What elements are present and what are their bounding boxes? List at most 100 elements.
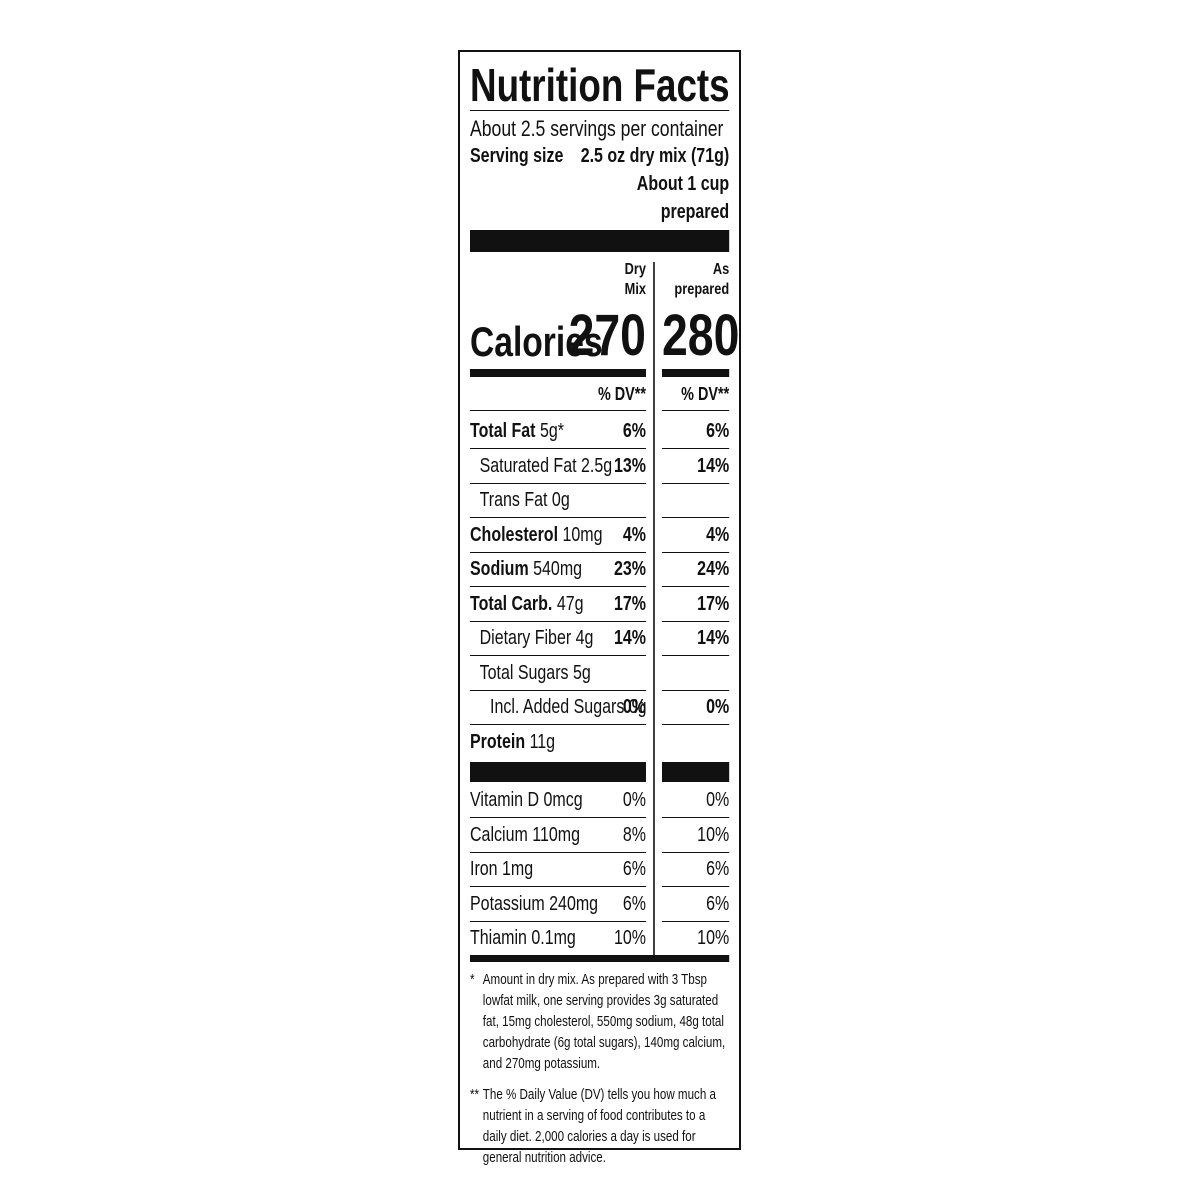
nutrient-name-cell: Thiamin 0.1mg (470, 921, 576, 955)
nutrient-amount: 5g* (539, 420, 564, 442)
nutrient-name-cell: Incl. Added Sugars 0g (490, 690, 647, 724)
row-rule (662, 920, 730, 922)
row-rule (470, 620, 646, 622)
daily-value: 24% (697, 558, 730, 580)
daily-value: 17% (697, 592, 730, 615)
nutrient-amount: 240mg (549, 892, 599, 915)
daily-value: 13% (613, 454, 646, 477)
daily-value: 6% (706, 420, 730, 442)
nutrient-amount: 5g (572, 661, 591, 684)
nutrient-amount: 11g (529, 730, 556, 753)
daily-value: 4% (622, 523, 646, 546)
nutrient-amount: 0g (551, 489, 570, 511)
nutrient-amount: 1mg (502, 858, 534, 880)
nutrient-name: Iron (470, 858, 498, 880)
row-rule (470, 724, 646, 725)
nutrient-name: Total Fat (470, 420, 536, 442)
footnote-text: Amount in dry mix. As prepared with 3 Tb… (482, 972, 726, 1072)
row-rule (470, 817, 646, 818)
nutrient-name: Incl. Added Sugars (490, 696, 625, 718)
row-rule (470, 851, 646, 853)
nutrient-name: Cholesterol (470, 523, 559, 546)
nutrient-name-cell: Protein 11g (470, 725, 555, 759)
thick-bar (470, 230, 730, 252)
daily-value: 14% (697, 454, 730, 477)
row-rule (470, 655, 646, 656)
row-rule (662, 620, 730, 622)
nutrient-name-cell: Trans Fat 0g (480, 483, 570, 517)
daily-value: 17% (613, 592, 646, 615)
row-rule (470, 551, 646, 553)
nutrient-name-cell: Calcium 110mg (470, 818, 580, 852)
row-rule (662, 886, 730, 887)
footnote-mark: * (470, 972, 475, 988)
daily-value: 6% (622, 858, 646, 880)
row-rule (662, 817, 730, 818)
nutrient-amount: 540mg (533, 558, 583, 580)
daily-value: 23% (613, 558, 646, 580)
column-heading: Dry Mix (624, 261, 646, 298)
calories-rule (662, 369, 730, 377)
row-rule (662, 655, 730, 656)
thin-rule (470, 410, 646, 411)
calories-value: 270 (568, 303, 646, 368)
nutrient-amount: 10mg (562, 523, 603, 546)
nutrient-amount: 0.1mg (531, 927, 576, 949)
nutrient-amount: 2.5g (581, 454, 613, 477)
nutrient-amount: 4g (575, 627, 594, 649)
servings: About 2.5 servings per container (470, 116, 724, 141)
dv-header: % DV** (597, 384, 646, 404)
nutrient-name-cell: Dietary Fiber 4g (480, 621, 594, 655)
daily-value: 0% (622, 696, 646, 718)
footnote: * Amount in dry mix. As prepared with 3 T… (470, 970, 729, 1075)
daily-value: 10% (697, 823, 730, 846)
daily-value: 6% (706, 892, 730, 915)
nutrient-name: Thiamin (470, 927, 527, 949)
nutrient-name-cell: Sodium 540mg (470, 552, 582, 586)
nutrient-amount: 47g (556, 592, 584, 615)
label-border (458, 50, 741, 1150)
footnote: ** The % Daily Value (DV) tells you how m… (470, 1085, 729, 1169)
nutrient-name: Sodium (470, 558, 529, 580)
nutrient-amount: 110mg (532, 823, 580, 846)
nutrient-amount: 0mcg (543, 789, 583, 811)
daily-value: 14% (697, 627, 730, 649)
row-rule (662, 689, 730, 691)
nutrient-name: Protein (470, 730, 526, 753)
serving-size-value: About 1 cup (636, 173, 730, 195)
daily-value: 10% (697, 927, 730, 949)
daily-value: 4% (706, 523, 730, 546)
row-rule (470, 920, 646, 922)
title-rule (470, 110, 730, 111)
nutrient-name-cell: Total Fat 5g* (470, 414, 564, 448)
nutrient-name: Saturated Fat (479, 454, 577, 477)
column-heading: As prepared (674, 261, 730, 298)
nutrient-name-cell: Vitamin D 0mcg (470, 783, 583, 817)
daily-value: 6% (622, 892, 646, 915)
nutrient-name: Calcium (470, 823, 528, 846)
row-rule (470, 517, 646, 518)
row-rule (470, 886, 646, 887)
calories-value: 280 (662, 303, 740, 368)
row-rule (662, 448, 730, 449)
nutrient-name-cell: Saturated Fat 2.5g (480, 449, 613, 483)
nutrient-name-cell: Iron 1mg (470, 852, 533, 886)
nutrient-name: Dietary Fiber (479, 627, 572, 649)
daily-value: 10% (613, 927, 646, 949)
daily-value: 6% (706, 858, 730, 880)
nutrient-name-cell: Total Carb. 47g (470, 587, 584, 621)
daily-value: 14% (613, 627, 646, 649)
daily-value: 0% (622, 789, 646, 811)
row-rule (470, 689, 646, 691)
thin-rule (662, 410, 730, 411)
nutrient-name: Potassium (470, 892, 545, 915)
serving-size-value: 2.5 oz dry mix (71g) (580, 145, 730, 167)
row-rule (662, 851, 730, 853)
serving-size-label: Serving size (470, 145, 564, 167)
row-rule (662, 482, 730, 484)
row-rule (662, 724, 730, 725)
daily-value: 6% (622, 420, 646, 442)
row-rule (662, 551, 730, 553)
row-rule (662, 586, 730, 587)
